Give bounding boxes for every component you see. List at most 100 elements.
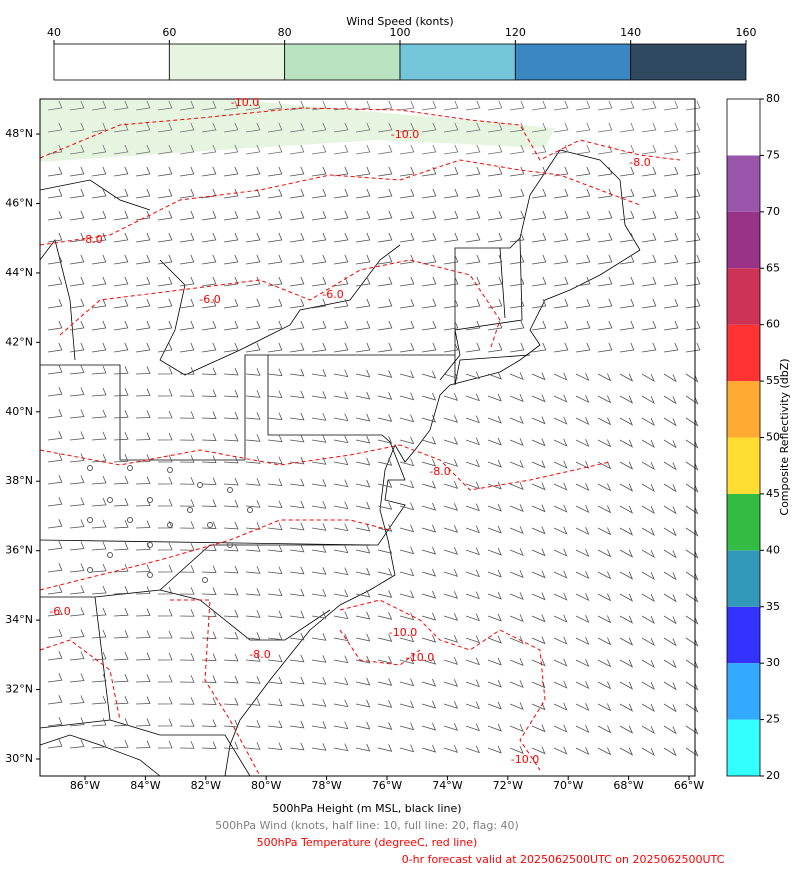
wind-barb — [553, 548, 568, 557]
wind-barb — [487, 481, 502, 490]
wind-barb — [377, 744, 393, 752]
wind-barb — [531, 122, 547, 133]
calm-marker — [167, 467, 173, 473]
wind-barb — [289, 390, 305, 399]
contour — [339, 599, 546, 771]
wind-barb — [179, 455, 195, 463]
tick-label: 70°W — [553, 779, 583, 792]
wind-barb — [47, 585, 63, 595]
wind-barb — [399, 122, 415, 133]
wind-barb — [421, 276, 437, 287]
wind-barb — [245, 122, 261, 133]
tick-label: 42°N — [5, 335, 33, 348]
wind-barb — [443, 188, 459, 199]
wind-barb — [575, 320, 591, 331]
wind-barb — [421, 122, 437, 133]
wind-barb — [619, 593, 634, 602]
wind-barb — [641, 637, 655, 647]
wind-barb — [223, 631, 239, 640]
wind-barb — [289, 342, 305, 353]
wind-barb — [201, 122, 217, 133]
wind-barb — [179, 100, 195, 111]
wind-barb — [47, 673, 63, 683]
wind-barb — [355, 721, 371, 730]
wind-barb — [179, 188, 195, 199]
wind-barb — [531, 188, 547, 199]
wind-barb — [69, 166, 85, 177]
wind-barb — [135, 718, 151, 727]
wind-barb — [553, 438, 568, 447]
wind-barb — [333, 743, 349, 752]
wind-barb — [465, 569, 480, 578]
wind-barb — [245, 368, 261, 376]
contour-label: -6.0 — [322, 288, 343, 301]
wind-barb — [311, 188, 327, 199]
wind-barb — [91, 717, 107, 727]
colorbar-segment — [727, 381, 760, 438]
wind-barb — [201, 587, 217, 596]
wind-barb — [663, 210, 679, 221]
wind-barb — [113, 388, 129, 397]
wind-barb — [223, 609, 239, 618]
tick-label: 35 — [766, 600, 780, 613]
wind-barb — [685, 747, 699, 757]
wind-barb — [597, 276, 613, 287]
wind-barb — [663, 166, 679, 177]
wind-barb — [179, 411, 195, 419]
wind-barb — [685, 373, 699, 383]
wind-barb — [311, 567, 327, 575]
wind-barb — [421, 370, 437, 379]
tick-label: 30 — [766, 656, 780, 669]
wind-barb — [619, 747, 634, 756]
wind-barb — [311, 743, 327, 751]
wind-barb — [465, 276, 481, 287]
wind-barb — [113, 652, 129, 661]
wind-barb — [663, 395, 677, 405]
wind-barb — [553, 394, 568, 403]
wind-barb — [157, 320, 173, 331]
wind-barb — [113, 366, 129, 375]
wind-barb — [465, 547, 480, 556]
wind-barb — [311, 276, 327, 287]
wind-barb — [487, 723, 502, 732]
wind-barb — [179, 144, 195, 155]
wind-barb — [311, 655, 327, 663]
wind-barb — [333, 655, 349, 664]
wind-barb — [113, 188, 129, 199]
wind-barb — [509, 460, 524, 468]
wind-barb — [377, 342, 393, 353]
wind-barb — [531, 210, 547, 221]
wind-barb — [509, 416, 524, 424]
wind-barb — [201, 719, 217, 728]
wind-barb — [509, 636, 524, 644]
wind-barb — [333, 523, 349, 532]
wind-barb — [333, 369, 349, 378]
wind-barb — [663, 417, 677, 427]
wind-barb — [201, 411, 217, 420]
wind-barb — [179, 342, 195, 353]
wind-barb — [311, 545, 327, 553]
caption: 500hPa Height (m MSL, black line) — [272, 802, 461, 815]
wind-barb — [289, 654, 305, 663]
wind-barb — [223, 166, 239, 177]
wind-barb — [47, 122, 63, 133]
wind-barb — [377, 436, 393, 444]
wind-barb — [597, 122, 613, 133]
wind-barb — [487, 144, 503, 155]
wind-barb — [575, 615, 590, 624]
wind-barb — [663, 122, 679, 133]
tick-label: 40 — [47, 26, 61, 39]
wind-barb — [135, 320, 151, 331]
wind-barb — [135, 100, 151, 111]
wind-barb — [531, 438, 546, 447]
wind-barb — [333, 413, 349, 422]
wind-barb — [509, 658, 524, 666]
wind-barb — [289, 632, 305, 641]
calm-marker — [147, 542, 153, 548]
wind-barb — [399, 392, 415, 401]
wind-barb — [267, 676, 283, 685]
wind-barb — [399, 568, 415, 577]
wind-barb — [465, 342, 481, 353]
wind-barb — [663, 188, 679, 199]
wind-barb — [113, 498, 129, 507]
